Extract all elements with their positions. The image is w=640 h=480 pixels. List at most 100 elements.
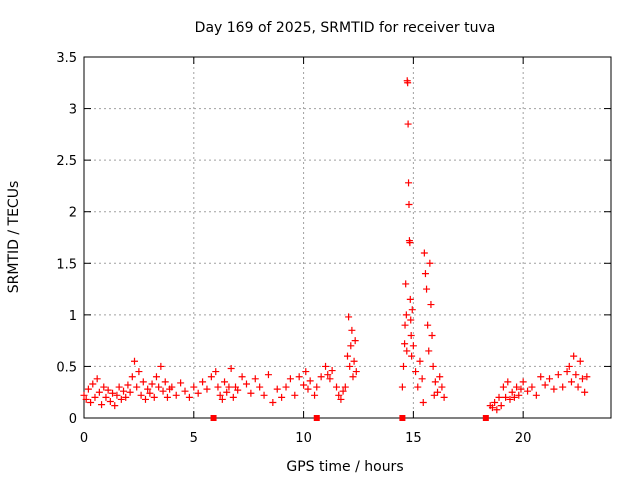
data-point: [346, 362, 354, 370]
data-point: [524, 387, 532, 395]
data-point: [425, 347, 433, 355]
data-point: [185, 393, 193, 401]
data-point: [216, 391, 224, 399]
data-point: [407, 331, 415, 339]
x-tick-label: 0: [80, 431, 88, 446]
data-point: [528, 383, 536, 391]
y-tick-label: 2: [69, 206, 77, 221]
data-point: [352, 368, 360, 376]
data-point: [291, 391, 299, 399]
data-point: [120, 387, 128, 395]
data-point: [80, 391, 88, 399]
data-point: [430, 391, 438, 399]
y-tick-label: 0.5: [56, 360, 77, 375]
data-point: [429, 362, 437, 370]
data-point: [168, 383, 176, 391]
point-layer: [80, 77, 591, 421]
gap-marker: [210, 415, 217, 421]
data-point: [502, 393, 510, 401]
data-point: [541, 381, 549, 389]
gap-marker: [313, 415, 320, 421]
x-tick-label: 5: [190, 431, 198, 446]
data-point: [348, 326, 356, 334]
data-point: [576, 357, 584, 365]
data-point: [91, 393, 99, 401]
data-point: [428, 331, 436, 339]
data-point: [135, 368, 143, 376]
data-point: [583, 373, 591, 381]
data-point: [247, 389, 255, 397]
data-point: [506, 395, 514, 403]
data-point: [504, 378, 512, 386]
data-point: [324, 371, 332, 379]
data-point: [513, 383, 521, 391]
data-point: [426, 259, 434, 267]
data-point: [124, 381, 132, 389]
data-point: [559, 383, 567, 391]
data-point: [128, 373, 136, 381]
data-point: [404, 79, 412, 87]
data-point: [113, 391, 121, 399]
data-point: [420, 249, 428, 257]
data-point: [207, 373, 215, 381]
data-point: [495, 393, 503, 401]
y-tick-label: 2.5: [56, 154, 77, 169]
data-point: [537, 373, 545, 381]
data-point: [565, 362, 573, 370]
data-point: [117, 395, 125, 403]
data-point: [347, 342, 355, 350]
data-point: [436, 373, 444, 381]
data-point: [148, 380, 156, 388]
data-point: [333, 383, 341, 391]
data-point: [546, 375, 554, 383]
data-point: [159, 387, 167, 395]
data-point: [563, 368, 571, 376]
data-point: [405, 200, 413, 208]
data-point: [278, 393, 286, 401]
data-point: [273, 385, 281, 393]
data-point: [264, 371, 272, 379]
y-tick-label: 3.5: [56, 51, 77, 66]
data-point: [106, 397, 114, 405]
x-tick-label: 10: [295, 431, 312, 446]
data-point: [203, 385, 211, 393]
data-point: [398, 383, 406, 391]
data-point: [227, 364, 235, 372]
data-point: [401, 321, 409, 329]
data-point: [402, 280, 410, 288]
chart-title: Day 169 of 2025, SRMTID for receiver tuv…: [195, 20, 496, 36]
data-point: [102, 393, 110, 401]
data-point: [510, 393, 518, 401]
data-point: [328, 367, 336, 375]
data-point: [221, 378, 229, 386]
data-point: [517, 385, 525, 393]
data-point: [306, 377, 314, 385]
data-point: [98, 401, 106, 409]
y-tick-label: 0: [69, 412, 77, 427]
data-point: [251, 375, 259, 383]
data-point: [100, 383, 108, 391]
data-point: [242, 380, 250, 388]
data-point: [427, 301, 435, 309]
data-point: [434, 388, 442, 396]
data-point: [405, 179, 413, 187]
y-tick-label: 1.5: [56, 257, 77, 272]
data-point: [519, 378, 527, 386]
data-point: [423, 285, 431, 293]
data-point: [335, 391, 343, 399]
data-point: [218, 395, 226, 403]
data-point: [550, 385, 558, 393]
y-tick-label: 1: [69, 309, 77, 324]
data-point: [578, 375, 586, 383]
data-point: [402, 311, 410, 319]
data-point: [181, 387, 189, 395]
data-point: [229, 393, 237, 401]
data-point: [139, 378, 147, 386]
data-point: [214, 383, 222, 391]
data-point: [172, 391, 180, 399]
data-point: [515, 391, 523, 399]
data-point: [341, 383, 349, 391]
x-tick-label: 20: [515, 431, 532, 446]
data-point: [313, 383, 321, 391]
data-point: [282, 383, 290, 391]
